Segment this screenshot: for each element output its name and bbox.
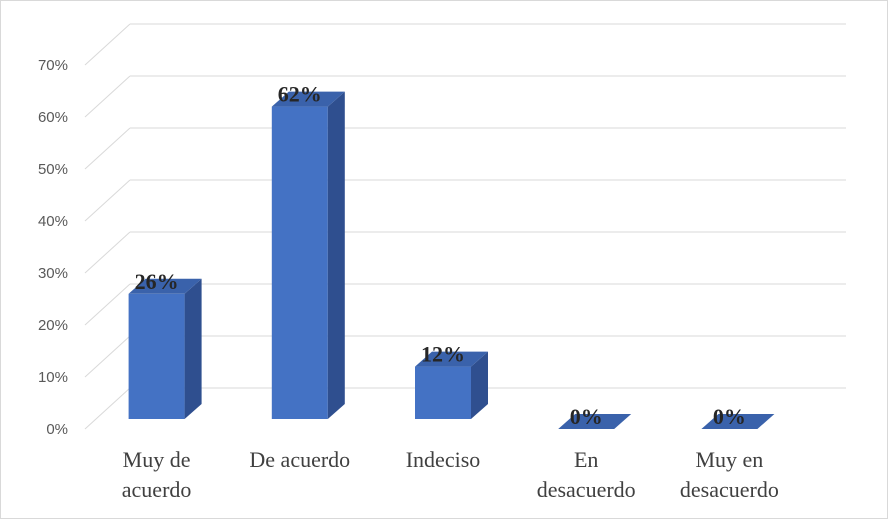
gridline-diagonal xyxy=(84,387,131,430)
category-label: Muy de acuerdo xyxy=(122,447,192,502)
data-label: 26% xyxy=(135,269,179,294)
category-label-line: En xyxy=(574,447,598,472)
category-label: De acuerdo xyxy=(249,447,350,472)
category-label: Muy en desacuerdo xyxy=(680,447,779,502)
data-label: 0% xyxy=(713,404,746,429)
category-label: Indeciso xyxy=(406,447,481,472)
y-tick-label: 0% xyxy=(46,421,68,438)
y-tick-label: 20% xyxy=(38,317,68,334)
gridline-diagonal xyxy=(84,231,131,274)
gridline-diagonal xyxy=(84,179,131,222)
gridline-diagonal xyxy=(84,127,131,170)
bar-top xyxy=(128,278,202,294)
category-label-line: De acuerdo xyxy=(249,447,350,472)
y-tick-label: 50% xyxy=(38,161,68,178)
bar-top xyxy=(701,414,775,429)
bar-front xyxy=(415,366,471,419)
bar-front xyxy=(271,106,328,419)
category-label-line: acuerdo xyxy=(122,477,192,502)
data-label: 62% xyxy=(278,82,322,107)
gridline-diagonal xyxy=(84,75,131,118)
category-label-line: desacuerdo xyxy=(680,477,779,502)
category-label: En desacuerdo xyxy=(537,447,636,502)
data-label: 0% xyxy=(570,404,603,429)
bar-front xyxy=(128,293,185,419)
gridline-diagonal xyxy=(84,23,131,66)
bar-top xyxy=(558,414,632,429)
y-tick-label: 10% xyxy=(38,369,68,386)
category-label-line: Indeciso xyxy=(406,447,481,472)
bar-side xyxy=(471,351,488,419)
gridline-diagonal xyxy=(84,283,131,326)
bar-top xyxy=(415,351,488,367)
y-tick-label: 40% xyxy=(38,213,68,230)
y-tick-label: 30% xyxy=(38,265,68,282)
y-tick-label: 60% xyxy=(38,109,68,126)
category-label-line: Muy en xyxy=(695,447,763,472)
bar-side xyxy=(327,91,345,419)
category-label-line: Muy de xyxy=(123,447,191,472)
y-tick-label: 70% xyxy=(38,57,68,74)
data-label: 12% xyxy=(421,342,465,367)
bar-side xyxy=(184,278,202,419)
bar-top xyxy=(271,91,345,107)
category-label-line: desacuerdo xyxy=(537,477,636,502)
gridline-diagonal xyxy=(84,335,131,378)
